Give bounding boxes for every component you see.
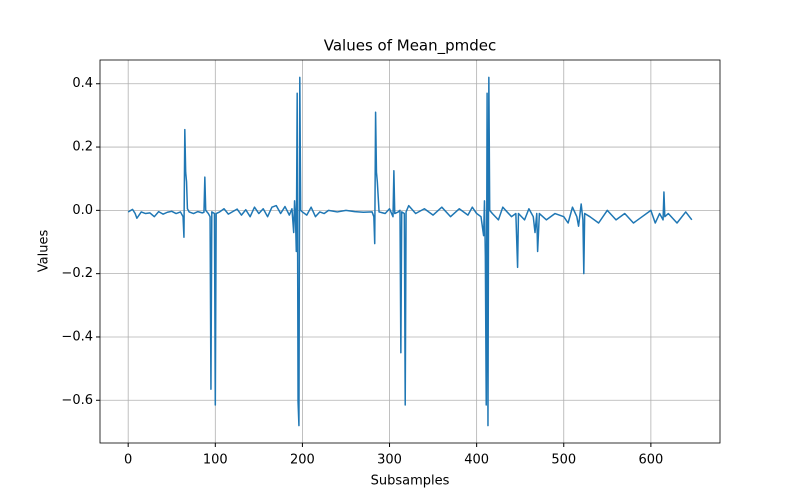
y-tick-label: 0.4 xyxy=(72,76,93,91)
x-tick-label: 0 xyxy=(124,453,132,468)
x-tick-label: 500 xyxy=(551,453,576,468)
x-tick-label: 400 xyxy=(464,453,489,468)
y-tick-label: −0.6 xyxy=(61,393,93,408)
x-tick-label: 200 xyxy=(290,453,315,468)
plot-frame xyxy=(99,59,721,444)
data-line xyxy=(127,76,693,427)
x-tick-label: 100 xyxy=(203,453,228,468)
y-tick-label: 0.0 xyxy=(72,203,93,218)
x-tick-label: 300 xyxy=(377,453,402,468)
y-tick-label: 0.2 xyxy=(72,140,93,155)
y-tick-label: −0.4 xyxy=(61,329,93,344)
x-tick-label: 600 xyxy=(638,453,663,468)
chart-title: Values of Mean_pmdec xyxy=(324,37,497,56)
x-axis-label: Subsamples xyxy=(371,474,450,489)
y-tick-label: −0.2 xyxy=(61,266,93,281)
y-axis-label: Values xyxy=(37,230,52,273)
